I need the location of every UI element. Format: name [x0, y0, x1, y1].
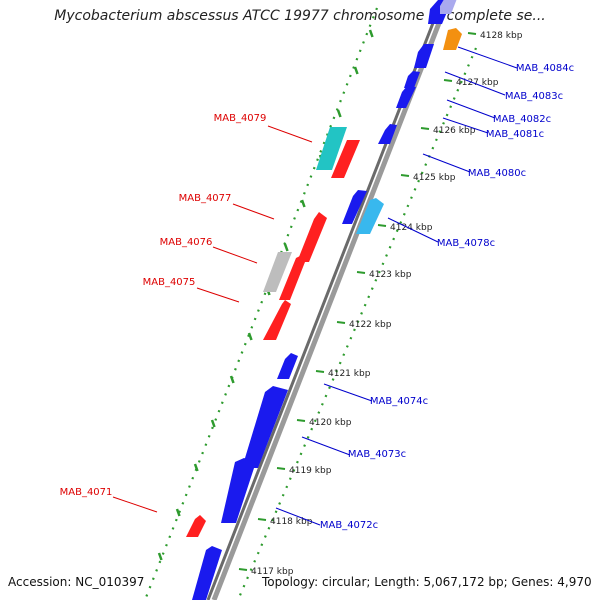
- scale-tick: [296, 419, 306, 422]
- forward-gene-label[interactable]: MAB_4079: [214, 113, 267, 124]
- gene-feature-mab-4074c[interactable]: [277, 353, 298, 379]
- gene-feature-mab-4072c[interactable]: [221, 458, 256, 523]
- forward-label-connector: [212, 246, 258, 264]
- outer-tick: [175, 508, 181, 517]
- outer-tick: [336, 109, 342, 118]
- scale-tick: [467, 32, 477, 35]
- gene-feature-mab-4077[interactable]: [297, 212, 327, 262]
- gene-feature-mab-4076[interactable]: [263, 252, 292, 292]
- forward-label-connector: [196, 287, 240, 303]
- scale-tick: [276, 467, 286, 470]
- scale-label: 4120 kbp: [309, 418, 352, 428]
- reverse-label-connector: [422, 153, 471, 173]
- gene-feature-orange[interactable]: [443, 28, 462, 50]
- reverse-gene-label[interactable]: MAB_4072c: [320, 520, 378, 531]
- outer-tick: [193, 463, 199, 472]
- scale-label: 4122 kbp: [349, 320, 392, 330]
- scale-tick: [238, 568, 248, 571]
- scale-tick: [315, 370, 325, 373]
- scale-label: 4127 kbp: [456, 78, 499, 88]
- reverse-gene-label[interactable]: MAB_4073c: [348, 449, 406, 460]
- outer-tick: [229, 375, 235, 384]
- reverse-gene-label[interactable]: MAB_4078c: [437, 238, 495, 249]
- scale-label: 4126 kbp: [433, 126, 476, 136]
- reverse-label-connector: [444, 71, 506, 96]
- outer-tick: [247, 332, 253, 341]
- gene-feature-mab-4078c[interactable]: [356, 198, 384, 234]
- forward-label-connector: [232, 203, 275, 220]
- genome-summary-text: Topology: circular; Length: 5,067,172 bp…: [262, 575, 592, 589]
- gene-feature-mab-4079[interactable]: [316, 127, 347, 170]
- reverse-label-connector: [446, 99, 496, 119]
- scale-tick: [257, 518, 267, 521]
- reverse-gene-label[interactable]: MAB_4083c: [505, 91, 563, 102]
- forward-label-connector: [112, 496, 158, 513]
- scale-layer: 4128 kbp 4127 kbp 4126 kbp 4125 kbp 4124 kbp…: [157, 29, 523, 577]
- outer-tick: [283, 243, 289, 252]
- outer-guide-line: [143, 7, 379, 600]
- outer-tick: [300, 199, 306, 208]
- reverse-label-connector: [301, 436, 351, 456]
- scale-tick: [420, 127, 430, 130]
- scale-tick: [377, 224, 387, 227]
- outer-tick: [210, 419, 216, 428]
- gene-feature-mab-4082c[interactable]: [404, 71, 420, 88]
- outer-tick: [368, 29, 374, 38]
- label-layer: MAB_4079 MAB_4077 MAB_4076 MAB_4075 MAB_4071…: [60, 46, 574, 531]
- reverse-gene-label[interactable]: MAB_4081c: [486, 129, 544, 140]
- gene-feature-mab-4084c-upper[interactable]: [440, 0, 458, 14]
- forward-gene-label[interactable]: MAB_4077: [179, 193, 232, 204]
- reverse-label-connector: [275, 507, 321, 526]
- scale-label: 4124 kbp: [390, 223, 433, 233]
- outer-tick: [353, 66, 359, 75]
- scale-label: 4128 kbp: [480, 31, 523, 41]
- scale-tick: [443, 79, 453, 82]
- reverse-gene-label[interactable]: MAB_4080c: [468, 168, 526, 179]
- accession-text: Accession: NC_010397: [8, 575, 145, 589]
- forward-label-connector: [267, 125, 313, 143]
- gene-feature-mab-4080c[interactable]: [378, 124, 397, 144]
- gene-feature-mab-4075-lower[interactable]: [263, 300, 291, 340]
- gene-feature-mab-4071[interactable]: [186, 515, 206, 537]
- forward-gene-label[interactable]: MAB_4075: [143, 277, 196, 288]
- reverse-label-connector: [457, 46, 518, 69]
- reverse-label-connector: [442, 117, 489, 134]
- inner-guide-line: [236, 47, 478, 600]
- reverse-label-connector: [323, 383, 373, 402]
- gene-feature-mab-4083c[interactable]: [414, 44, 434, 68]
- scale-label: 4123 kbp: [369, 270, 412, 280]
- scale-tick: [336, 321, 346, 324]
- outer-tick: [157, 552, 163, 561]
- scale-label: 4117 kbp: [251, 567, 294, 577]
- gene-feature-next-reverse[interactable]: [192, 546, 222, 600]
- scale-label: 4121 kbp: [328, 369, 371, 379]
- scale-label: 4118 kbp: [270, 517, 313, 527]
- forward-gene-label[interactable]: MAB_4071: [60, 487, 113, 498]
- gene-feature-mab-4078c-dark[interactable]: [342, 190, 367, 224]
- reverse-gene-label[interactable]: MAB_4082c: [493, 114, 551, 125]
- gene-feature-mab-4075[interactable]: [279, 256, 305, 300]
- gene-feature-mab-4079-adjacent[interactable]: [331, 140, 360, 178]
- gene-feature-mab-4073c[interactable]: [242, 386, 288, 468]
- gene-layer: [186, 0, 462, 600]
- map-title: Mycobacterium abscessus ATCC 19977 chrom…: [54, 8, 546, 24]
- reverse-label-connector: [387, 217, 439, 243]
- reverse-gene-label[interactable]: MAB_4074c: [370, 396, 428, 407]
- scale-label: 4119 kbp: [289, 466, 332, 476]
- scale-tick: [400, 174, 410, 177]
- scale-tick: [356, 271, 366, 274]
- gene-feature-mab-4081c[interactable]: [396, 86, 416, 108]
- scale-label: 4125 kbp: [413, 173, 456, 183]
- reverse-gene-label[interactable]: MAB_4084c: [516, 63, 574, 74]
- forward-gene-label[interactable]: MAB_4076: [160, 237, 213, 248]
